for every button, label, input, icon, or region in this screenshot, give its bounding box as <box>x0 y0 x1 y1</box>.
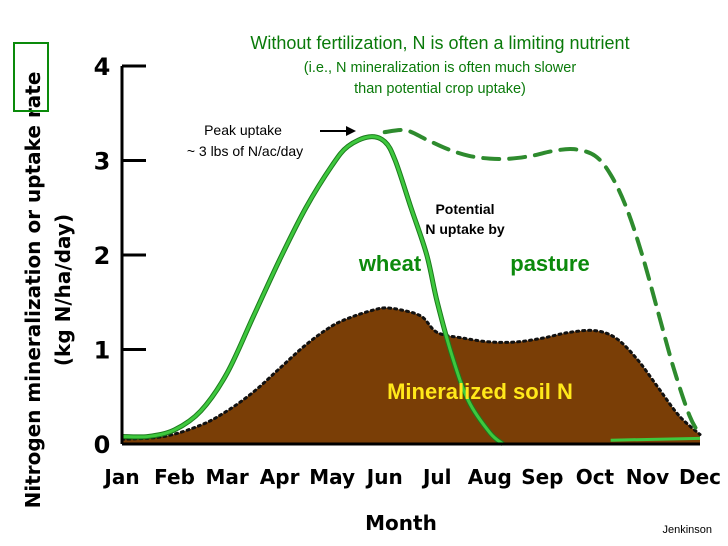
y-axis-title-line1: Nitrogen mineralization or uptake rate <box>21 72 45 509</box>
x-tick-label: Sep <box>521 465 563 489</box>
y-tick-label: 3 <box>94 148 111 176</box>
y-tick-label: 0 <box>94 431 111 459</box>
y-tick-label: 4 <box>94 53 111 81</box>
x-tick-label: Apr <box>260 465 300 489</box>
wheat-series-label: wheat <box>358 251 422 276</box>
x-tick-label: Mar <box>205 465 248 489</box>
soil-series-label: Mineralized soil N <box>387 379 573 404</box>
x-tick-label: Oct <box>576 465 615 489</box>
series-line-pasture <box>382 127 702 437</box>
pasture-series-label: pasture <box>510 251 590 276</box>
x-tick-label: Feb <box>154 465 195 489</box>
x-axis-title: Month <box>365 511 437 535</box>
series-line-wheat <box>121 135 504 446</box>
peak-annotation-line2: ~ 3 lbs of N/ac/day <box>186 143 304 159</box>
x-tick-label: Jul <box>421 465 452 489</box>
x-tick-label: Nov <box>626 465 670 489</box>
baseline-segment <box>610 436 701 442</box>
potential-annotation-line2: N uptake by <box>405 221 525 237</box>
y-tick-label: 2 <box>94 242 111 270</box>
series-outline-mineralized-soil-n <box>120 306 702 441</box>
x-tick-label: May <box>309 465 355 489</box>
y-tick-label: 1 <box>94 337 111 365</box>
x-tick-label: Jun <box>365 465 403 489</box>
chart-title: Without fertilization, N is often a limi… <box>250 33 630 53</box>
x-tick-label: Dec <box>679 465 721 489</box>
chart-subtitle-line2: than potential crop uptake) <box>354 81 526 97</box>
x-tick-label: Jan <box>102 465 139 489</box>
credit-text: Jenkinson <box>662 524 712 536</box>
potential-annotation-line1: Potential <box>405 201 525 217</box>
peak-annotation-line1: Peak uptake <box>204 122 282 138</box>
y-axis-title-line2: (kg N/ha/day) <box>51 214 75 366</box>
chart-subtitle-line1: (i.e., N mineralization is often much sl… <box>303 60 577 76</box>
x-tick-label: Aug <box>468 465 512 489</box>
series-area-mineralized-soil-n <box>122 307 700 444</box>
rate-highlight-box <box>13 42 49 112</box>
peak-arrow <box>320 126 356 136</box>
